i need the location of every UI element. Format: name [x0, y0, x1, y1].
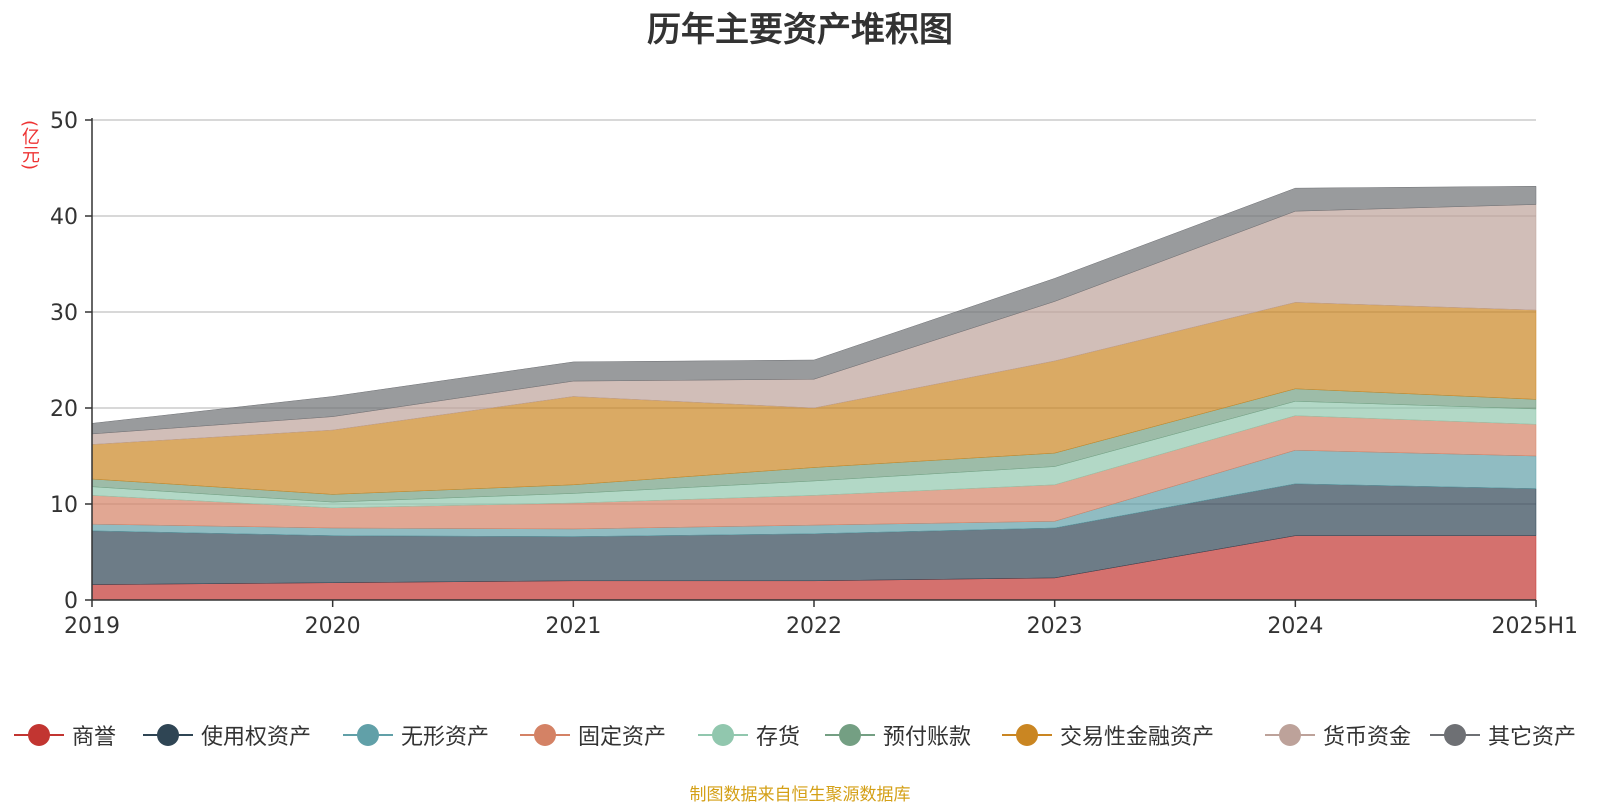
- legend-item[interactable]: 固定资产: [520, 718, 666, 752]
- legend-swatch: [1430, 718, 1480, 752]
- area-series-layer: [91, 185, 1537, 601]
- source-footnote: 制图数据来自恒生聚源数据库: [689, 785, 911, 805]
- axes: 0 10 20 30 40 50 2019 2020 2021 2022 2023 2024 2025H…: [50, 109, 1578, 639]
- x-tick-label: 2025H1: [1491, 614, 1578, 639]
- legend-item[interactable]: 交易性金融资产: [1002, 718, 1214, 752]
- x-tick-label: 2024: [1267, 614, 1323, 639]
- legend-swatch-dot: [1444, 724, 1466, 746]
- legend-item[interactable]: 使用权资产: [143, 718, 311, 752]
- legend-swatch-dot: [839, 724, 861, 746]
- x-tick-label: 2023: [1027, 614, 1083, 639]
- y-tick-label: 40: [50, 205, 78, 230]
- x-tick-label: 2021: [545, 614, 601, 639]
- legend-swatch-dot: [712, 724, 734, 746]
- legend-swatch: [698, 718, 748, 752]
- legend-swatch-dot: [1016, 724, 1038, 746]
- y-axis-unit-label: (亿元): [19, 120, 40, 171]
- y-tick-label: 0: [64, 589, 78, 614]
- legend-item[interactable]: 无形资产: [343, 718, 489, 752]
- legend-item[interactable]: 预付账款: [825, 718, 971, 752]
- legend-swatch: [825, 718, 875, 752]
- chart-title: 历年主要资产堆积图: [647, 10, 953, 50]
- legend-swatch: [1002, 718, 1052, 752]
- x-tick-label: 2019: [64, 614, 120, 639]
- legend-swatch-dot: [534, 724, 556, 746]
- legend-swatch-dot: [28, 724, 50, 746]
- legend-swatch: [14, 718, 64, 752]
- legend-swatch: [1265, 718, 1315, 752]
- legend-label: 存货: [756, 725, 801, 750]
- legend-swatch-dot: [357, 724, 379, 746]
- legend-label: 使用权资产: [201, 725, 312, 750]
- x-tick-label: 2022: [786, 614, 842, 639]
- legend-label: 其它资产: [1488, 725, 1577, 750]
- y-tick-label: 50: [50, 109, 78, 134]
- legend-label: 交易性金融资产: [1060, 725, 1215, 750]
- legend: 商誉 使用权资产 无形资产 固定资产 存货 预付账款 交易性金融资产 货币资金 其它资产: [0, 718, 1600, 752]
- x-tick-label: 2020: [305, 614, 361, 639]
- legend-label: 商誉: [72, 725, 117, 750]
- legend-label: 货币资金: [1323, 725, 1412, 750]
- stacked-area-chart: 0 10 20 30 40 50 2019 2020 2021 2022 2023 2024 2025H…: [50, 109, 1578, 639]
- legend-swatch: [520, 718, 570, 752]
- legend-item[interactable]: 商誉: [14, 718, 116, 752]
- area-其它资产: [91, 185, 1537, 435]
- legend-swatch: [143, 718, 193, 752]
- legend-swatch: [343, 718, 393, 752]
- legend-label: 预付账款: [883, 725, 972, 750]
- legend-swatch-dot: [1279, 724, 1301, 746]
- legend-item[interactable]: 其它资产: [1430, 718, 1576, 752]
- y-tick-label: 20: [50, 397, 78, 422]
- legend-item[interactable]: 货币资金: [1265, 718, 1411, 752]
- y-tick-label: 30: [50, 301, 78, 326]
- legend-item[interactable]: 存货: [698, 718, 800, 752]
- y-tick-label: 10: [50, 493, 78, 518]
- legend-swatch-dot: [157, 724, 179, 746]
- legend-label: 固定资产: [578, 725, 667, 750]
- legend-label: 无形资产: [401, 725, 490, 750]
